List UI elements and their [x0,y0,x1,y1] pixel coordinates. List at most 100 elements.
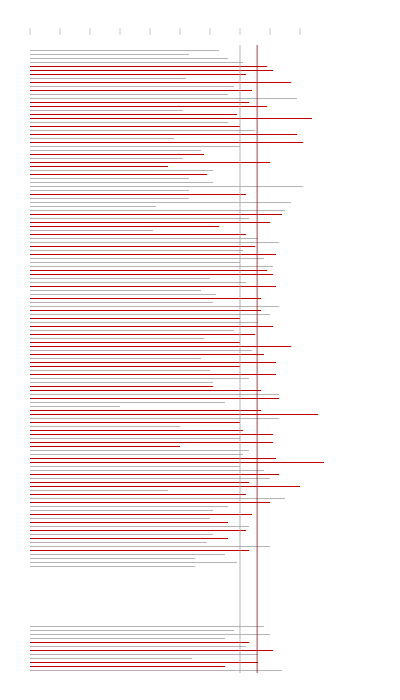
bar [30,658,192,659]
bar [30,314,270,315]
bar [30,106,267,107]
bar [30,250,243,251]
bar [30,418,279,419]
bar [30,146,240,147]
bar [30,662,258,663]
bar [30,206,156,207]
bar [30,354,264,355]
bar [30,142,303,143]
bar [30,114,237,115]
bar [30,646,246,647]
bar [30,170,213,171]
bar [30,198,189,199]
bar [30,134,297,135]
bar [30,158,183,159]
bar [30,178,189,179]
bar [30,398,279,399]
bar [30,626,264,627]
bar [30,546,270,547]
bar [30,514,252,515]
bar [30,378,249,379]
bar [30,58,228,59]
bar [30,442,273,443]
bar [30,498,285,499]
bar [30,634,270,635]
bar [30,270,267,271]
bar [30,486,300,487]
bar [30,342,240,343]
bar [30,394,279,395]
bar [30,386,213,387]
bar [30,374,276,375]
bar [30,214,282,215]
bar [30,510,213,511]
bar [30,230,153,231]
bar [30,470,264,471]
bar [30,526,249,527]
bar [30,242,279,243]
bar [30,62,243,63]
bar [30,558,195,559]
bar [30,338,204,339]
bar [30,670,282,671]
bar [30,650,273,651]
bar [30,366,240,367]
bar [30,666,225,667]
bar [30,98,297,99]
bar [30,86,234,87]
bar [30,630,234,631]
bar [30,130,255,131]
bar [30,162,270,163]
bar [30,358,201,359]
bar [30,174,207,175]
bar [30,562,237,563]
bar [30,90,252,91]
bar [30,202,291,203]
bar [30,550,249,551]
bar [30,310,261,311]
bar [30,266,273,267]
bar [30,458,276,459]
bar [30,110,183,111]
bar [30,210,285,211]
bar [30,294,216,295]
bar [30,154,204,155]
bar [30,302,213,303]
bar [30,538,228,539]
bar [30,542,207,543]
bar [30,234,246,235]
bar [30,446,180,447]
bar [30,454,243,455]
bar [30,190,189,191]
bar [30,118,312,119]
bar [30,298,261,299]
bar [30,382,213,383]
bar [30,150,201,151]
bar [30,70,273,71]
bar [30,466,240,467]
bar [30,390,261,391]
bar [30,306,279,307]
bar [30,78,186,79]
bar [30,74,246,75]
bar [30,434,273,435]
bar [30,350,252,351]
bar [30,166,168,167]
bar [30,102,249,103]
bar [30,238,258,239]
bar [30,346,291,347]
bar [30,370,210,371]
bar [30,82,291,83]
bar [30,530,246,531]
bar [30,450,249,451]
bar [30,482,249,483]
bar [30,54,189,55]
bar [30,430,243,431]
bar [30,274,273,275]
bar [30,402,225,403]
bar [30,422,240,423]
bar [30,334,255,335]
bar [30,322,258,323]
bar [30,490,168,491]
